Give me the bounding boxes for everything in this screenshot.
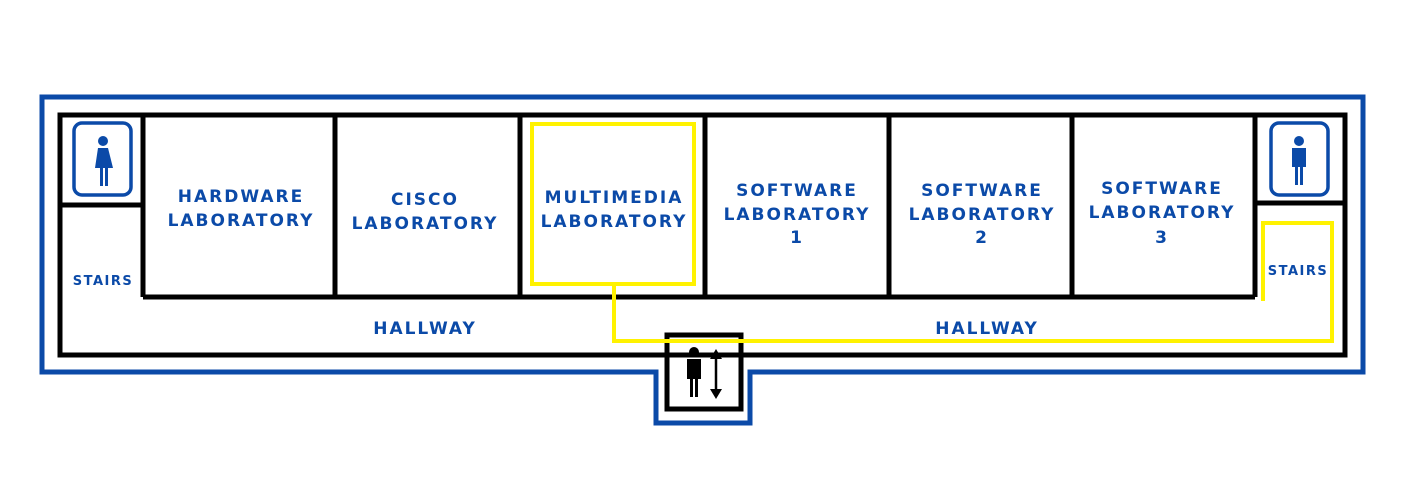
room-label: LABORATORY [352,214,499,234]
stairs-right-label: STAIRS [1268,264,1329,279]
room-software-laboratory-2: SOFTWARE LABORATORY 2 [909,181,1056,248]
female-restroom-icon [72,121,133,197]
room-label: LABORATORY [541,212,688,232]
room-cisco-laboratory: CISCO LABORATORY [352,190,499,234]
room-multimedia-laboratory: MULTIMEDIA LABORATORY [541,188,688,232]
route-path [612,221,1334,343]
building-outline [39,94,1366,426]
room-label: LABORATORY [1089,203,1236,223]
walls [57,112,1348,358]
room-label: SOFTWARE [921,181,1043,201]
elevator [660,330,748,412]
elevator-box [664,332,744,412]
elevator-icon [687,347,722,399]
room-hardware-laboratory: HARDWARE LABORATORY [168,187,315,231]
stairs-left-label: STAIRS [73,274,134,289]
hallway-right-label: HALLWAY [935,319,1039,339]
male-restroom-icon [1269,121,1330,197]
room-label: LABORATORY [909,205,1056,225]
room-label: LABORATORY [168,211,315,231]
room-label: CISCO [391,190,459,210]
room-label: SOFTWARE [736,181,858,201]
room-software-laboratory-3: SOFTWARE LABORATORY 3 [1089,179,1236,248]
route-highlight [530,122,1334,343]
room-label: HARDWARE [178,187,304,207]
room-label: 2 [975,228,989,248]
room-label: 1 [790,228,804,248]
room-label: 3 [1155,228,1169,248]
room-software-laboratory-1: SOFTWARE LABORATORY 1 [724,181,871,248]
room-label: MULTIMEDIA [545,188,684,208]
room-label: LABORATORY [724,205,871,225]
hallway-left-label: HALLWAY [373,319,477,339]
room-label: SOFTWARE [1101,179,1223,199]
